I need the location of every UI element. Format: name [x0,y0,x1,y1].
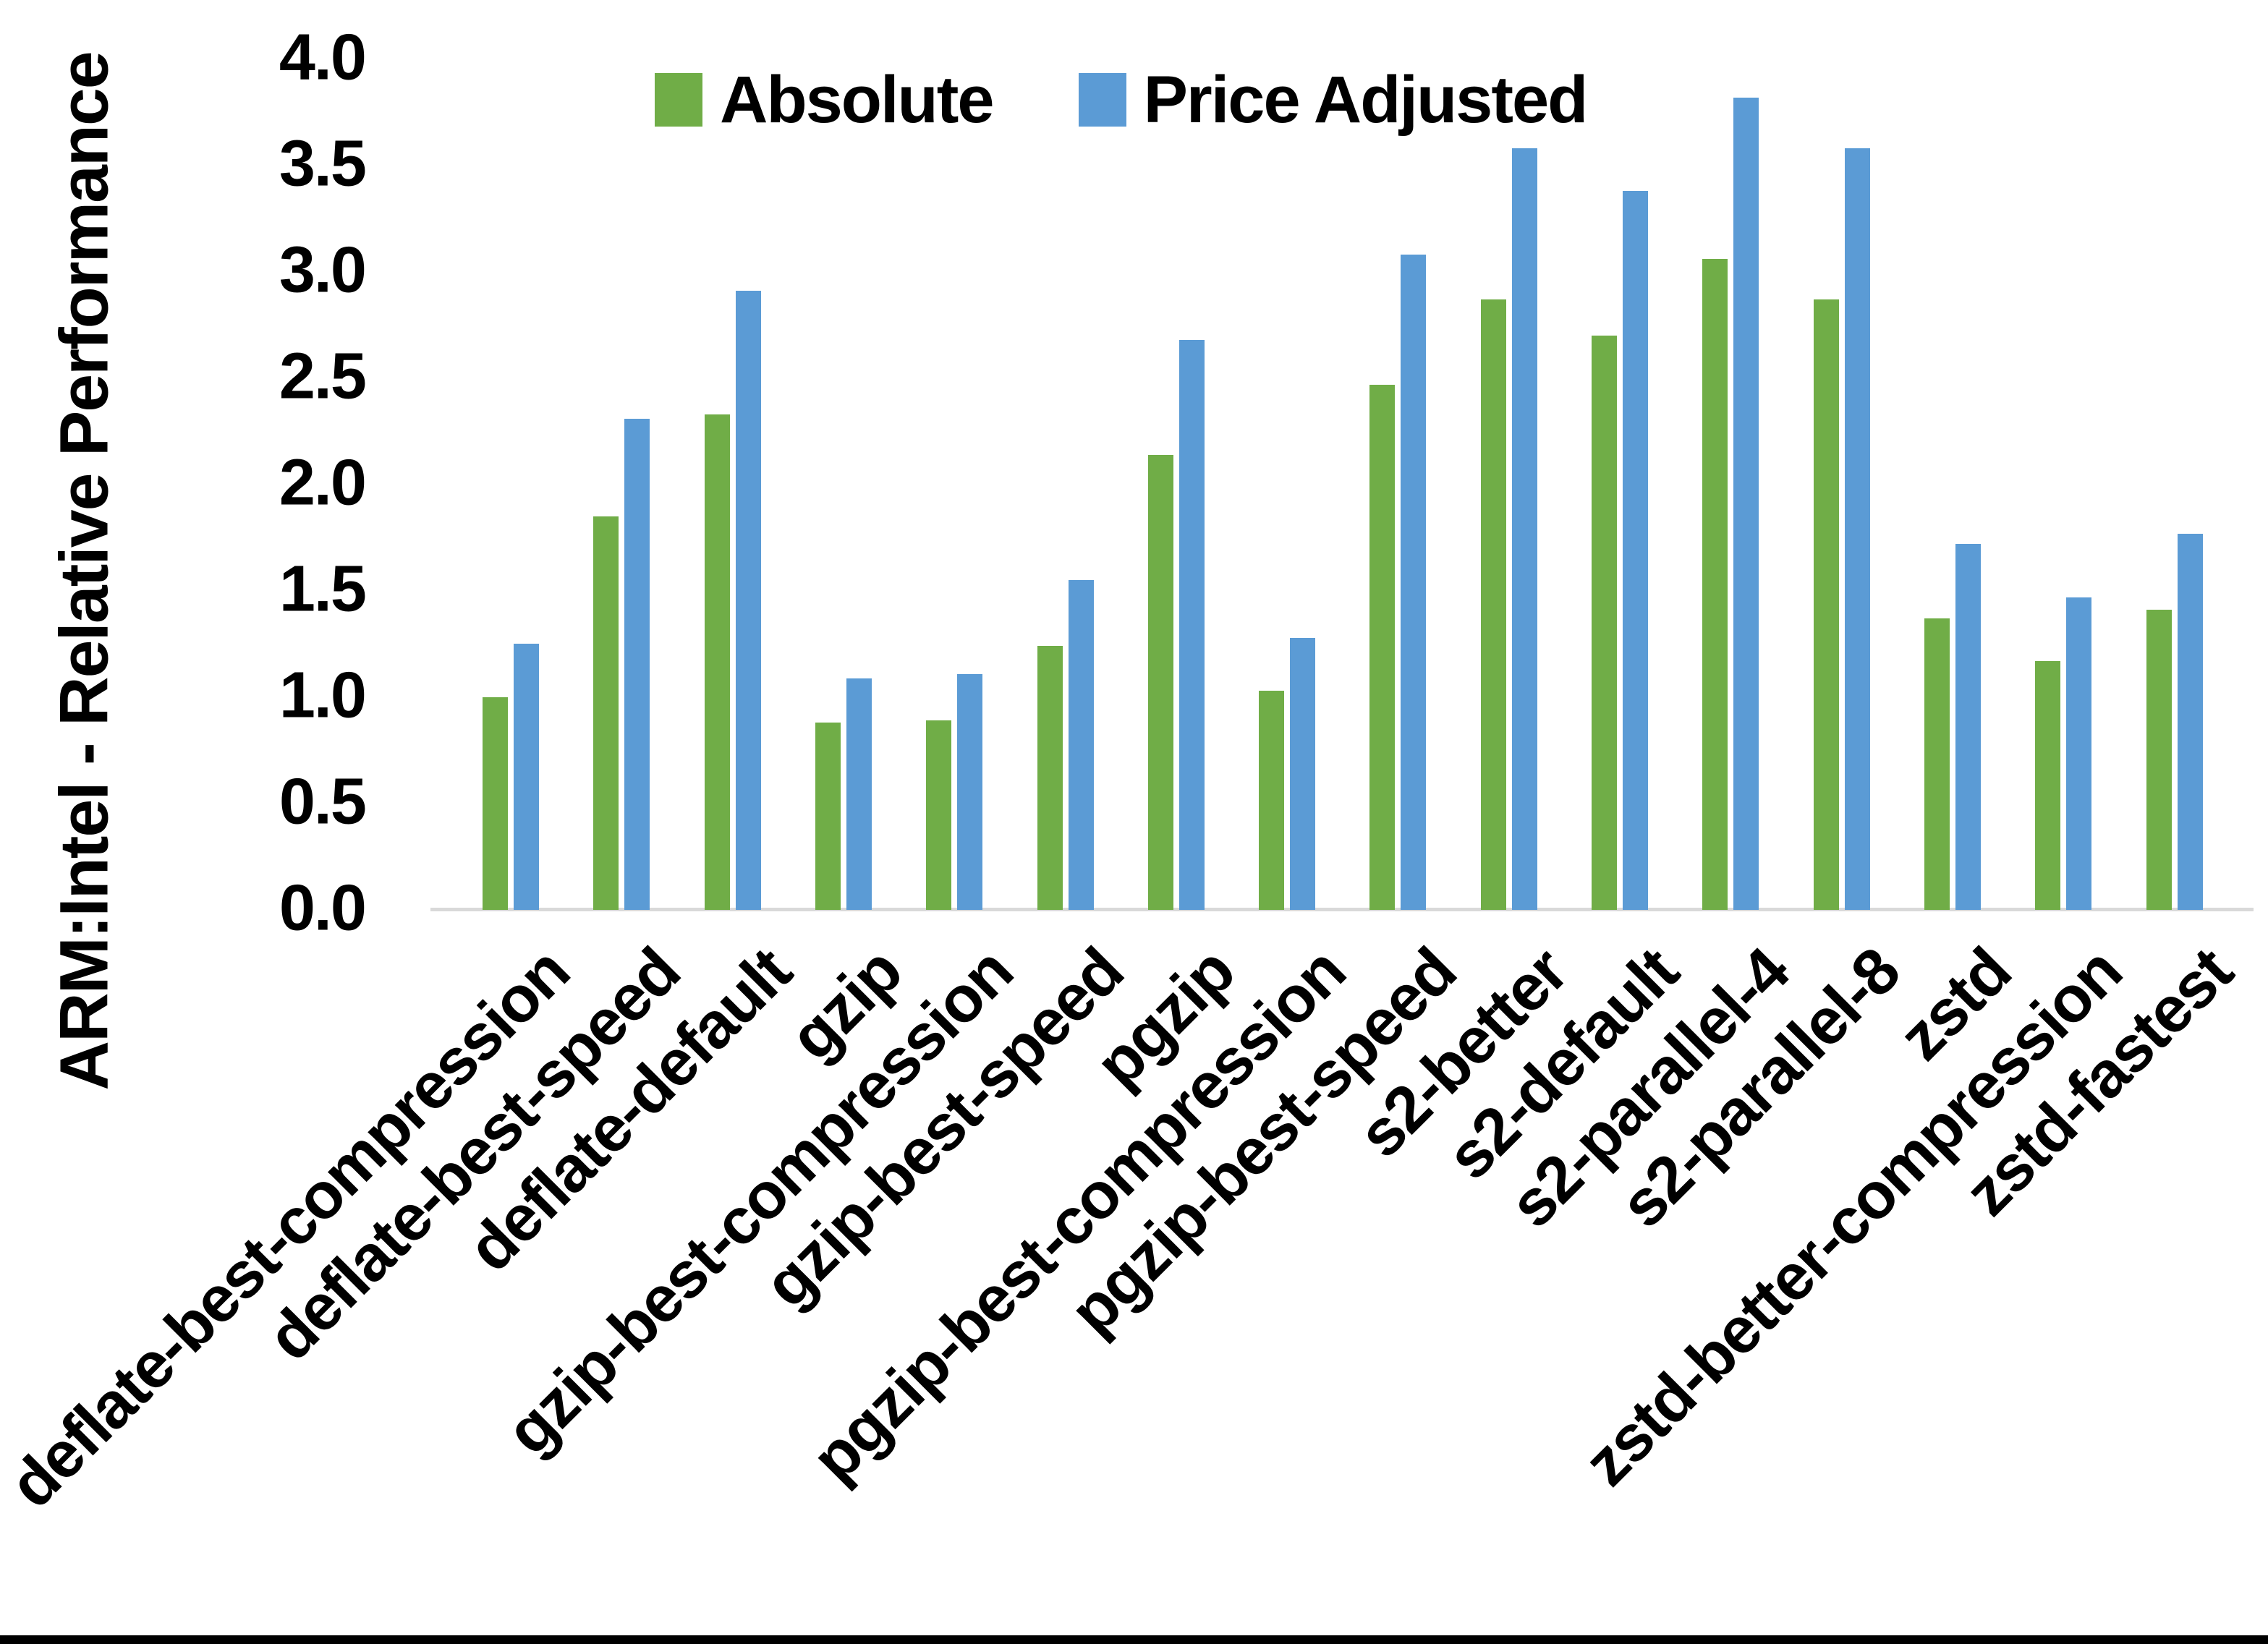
bar-absolute-pgzip [1148,455,1173,910]
y-axis-title: ARM:Intel - Relative Performance [46,52,123,1091]
bar-price-adjusted-pgzip [1179,340,1205,910]
bar-absolute-s2-parallel-8 [1814,299,1839,910]
y-tick-3.0: 3.0 [279,234,367,307]
legend-swatch-absolute [655,73,702,127]
x-axis-line [430,908,2254,911]
legend-swatch-price-adjusted [1078,73,1126,127]
bar-price-adjusted-gzip-best-speed [1069,580,1094,910]
bar-absolute-pgzip-best-speed [1369,385,1395,910]
y-tick-1.5: 1.5 [279,553,367,626]
bar-absolute-deflate-best-compression [483,697,508,910]
bar-price-adjusted-s2-parallel-4 [1733,98,1759,910]
bottom-border [0,1635,2268,1644]
legend-label-price-adjusted: Price Adjusted [1143,62,1589,137]
bar-absolute-gzip-best-speed [1037,646,1063,910]
legend: Absolute Price Adjusted [655,61,1589,139]
bar-absolute-s2-default [1592,336,1617,910]
legend-item-absolute: Absolute [655,62,995,138]
bar-price-adjusted-gzip [846,678,872,910]
y-tick-0.0: 0.0 [279,872,367,945]
bar-price-adjusted-gzip-best-compression [957,674,982,910]
y-tick-2.5: 2.5 [279,340,367,413]
bar-absolute-gzip [815,723,841,910]
legend-item-price-adjusted: Price Adjusted [1078,62,1589,138]
bar-price-adjusted-zstd [1955,544,1981,910]
bar-price-adjusted-deflate-default [736,291,761,910]
y-tick-1.0: 1.0 [279,659,367,732]
bar-price-adjusted-pgzip-best-speed [1401,255,1426,910]
bar-price-adjusted-deflate-best-compression [514,644,539,910]
bar-price-adjusted-zstd-better-compression [2066,597,2091,910]
bar-absolute-zstd [1924,618,1950,910]
bar-absolute-s2-parallel-4 [1702,259,1728,910]
bar-absolute-pgzip-best-compression [1259,691,1284,910]
y-tick-4.0: 4.0 [279,21,367,94]
bar-price-adjusted-s2-better [1512,148,1537,910]
bar-price-adjusted-s2-default [1623,191,1648,910]
bar-absolute-s2-better [1481,299,1506,910]
bar-absolute-deflate-default [705,414,730,910]
bar-absolute-deflate-best-speed [593,516,619,910]
y-tick-2.0: 2.0 [279,446,367,519]
bar-price-adjusted-zstd-fastest [2178,534,2203,910]
bar-absolute-gzip-best-compression [926,720,951,910]
bar-absolute-zstd-fastest [2146,610,2172,910]
y-tick-0.5: 0.5 [279,765,367,838]
bar-price-adjusted-deflate-best-speed [624,419,650,910]
y-tick-3.5: 3.5 [279,127,367,200]
bar-price-adjusted-pgzip-best-compression [1290,638,1315,910]
legend-label-absolute: Absolute [720,62,995,137]
bar-absolute-zstd-better-compression [2035,661,2060,910]
bar-price-adjusted-s2-parallel-8 [1845,148,1870,910]
